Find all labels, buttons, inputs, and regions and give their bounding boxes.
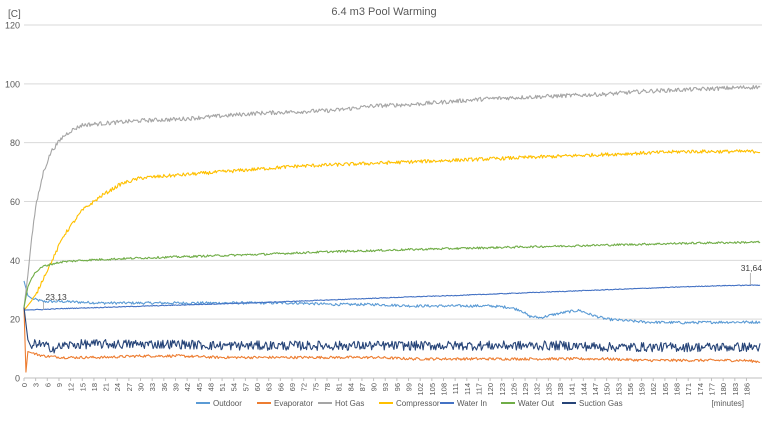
x-tick-label: 24 [113, 383, 122, 391]
x-tick-label: 186 [742, 383, 751, 396]
x-tick-label: 12 [67, 383, 76, 391]
x-tick-label: 42 [183, 383, 192, 391]
legend-entry: Suction Gas [579, 399, 623, 408]
x-tick-label: 93 [381, 383, 390, 391]
x-tick-label: 132 [533, 383, 542, 396]
y-axis-ticks: 0 20 40 60 80 100 120 [5, 21, 20, 384]
x-tick-label: 9 [55, 383, 64, 387]
x-tick-label: 63 [265, 383, 274, 391]
chart-title: 6.4 m3 Pool Warming [331, 6, 436, 18]
x-tick-label: 111 [451, 383, 460, 394]
y-tick-label: 100 [5, 79, 20, 89]
x-tick-label: 177 [708, 383, 717, 396]
x-tick-label: 102 [416, 383, 425, 396]
x-tick-label: 165 [661, 383, 670, 396]
legend-entry: Evaporator [274, 399, 313, 408]
x-tick-label: 72 [300, 383, 309, 391]
x-tick-label: 45 [195, 383, 204, 391]
x-tick-label: 84 [346, 383, 355, 391]
gridlines [24, 24, 762, 379]
x-tick-label: 39 [171, 383, 180, 391]
x-tick-label: 159 [638, 383, 647, 396]
x-tick-label: 126 [509, 383, 518, 396]
x-tick-label: 48 [206, 383, 215, 391]
series-line-water-in [23, 284, 761, 311]
x-tick-label: 156 [626, 383, 635, 396]
legend-entry: Water Out [518, 399, 555, 408]
y-tick-label: 20 [10, 315, 20, 325]
x-tick-label: 153 [614, 383, 623, 396]
data-label: 23,13 [45, 292, 67, 302]
x-tick-label: 33 [148, 383, 157, 391]
y-tick-label: 120 [5, 21, 20, 31]
x-tick-label: 183 [731, 383, 740, 396]
x-tick-label: 21 [102, 383, 111, 391]
series-line-evaporator [23, 307, 761, 373]
series-line-suction-gas [23, 307, 761, 354]
data-label: 31,64 [741, 263, 763, 273]
legend-entry: Water In [457, 399, 487, 408]
y-tick-label: 60 [10, 197, 20, 207]
x-tick-label: 87 [358, 383, 367, 391]
x-tick-label: 27 [125, 383, 134, 391]
x-tick-label: 54 [230, 383, 239, 391]
x-tick-label: 114 [463, 383, 472, 395]
x-tick-label: 135 [544, 383, 553, 396]
x-tick-label: 90 [370, 383, 379, 391]
x-tick-label: 138 [556, 383, 565, 396]
x-tick-label: 99 [405, 383, 414, 391]
x-tick-label: 15 [78, 383, 87, 391]
x-tick-label: 18 [90, 383, 99, 391]
x-tick-label: 66 [276, 383, 285, 391]
y-tick-label: 40 [10, 256, 20, 266]
x-tick-label: 36 [160, 383, 169, 391]
x-tick-label: 96 [393, 383, 402, 391]
legend: Outdoor Evaporator Hot Gas Compressor Water … [196, 399, 623, 408]
x-tick-label: 117 [474, 383, 483, 395]
series-line-hot-gas [23, 84, 761, 308]
legend-entry: Outdoor [213, 399, 242, 408]
series-line-compressor [23, 149, 761, 311]
series-lines [23, 84, 761, 373]
annotations: 23,13 31,64 [43, 263, 762, 310]
legend-entry: Hot Gas [335, 399, 364, 408]
x-tick-label: 129 [521, 383, 530, 396]
y-tick-label: 80 [10, 138, 20, 148]
x-tick-label: 78 [323, 383, 332, 391]
x-tick-label: 162 [649, 383, 658, 396]
x-tick-label: 108 [439, 383, 448, 396]
x-axis-ticks: 0 3 6 9 12 15 18 21 24 27 30 33 36 39 42 45 48 51 54 57 60 63… [20, 378, 751, 396]
x-tick-label: 57 [241, 383, 250, 391]
series-line-outdoor [23, 280, 761, 325]
x-tick-label: 180 [719, 383, 728, 396]
x-tick-label: 6 [43, 383, 52, 387]
x-tick-label: 141 [568, 383, 577, 396]
y-axis-label: [C] [8, 9, 21, 20]
x-tick-label: 0 [20, 383, 29, 387]
x-tick-label: 147 [591, 383, 600, 396]
series-line-water-out [23, 240, 761, 308]
x-tick-label: 168 [673, 383, 682, 396]
x-tick-label: 105 [428, 383, 437, 396]
x-axis-label: [minutes] [712, 399, 744, 408]
x-tick-label: 75 [311, 383, 320, 391]
x-tick-label: 3 [32, 383, 41, 387]
x-tick-label: 174 [696, 383, 705, 396]
x-tick-label: 81 [335, 383, 344, 391]
x-tick-label: 144 [579, 383, 588, 396]
x-tick-label: 123 [498, 383, 507, 396]
x-tick-label: 30 [137, 383, 146, 391]
x-tick-label: 60 [253, 383, 262, 391]
x-tick-label: 51 [218, 383, 227, 391]
x-tick-label: 69 [288, 383, 297, 391]
x-tick-label: 171 [684, 383, 693, 396]
y-tick-label: 0 [15, 374, 20, 384]
legend-entry: Compressor [396, 399, 440, 408]
x-tick-label: 120 [486, 383, 495, 396]
x-tick-label: 150 [603, 383, 612, 396]
